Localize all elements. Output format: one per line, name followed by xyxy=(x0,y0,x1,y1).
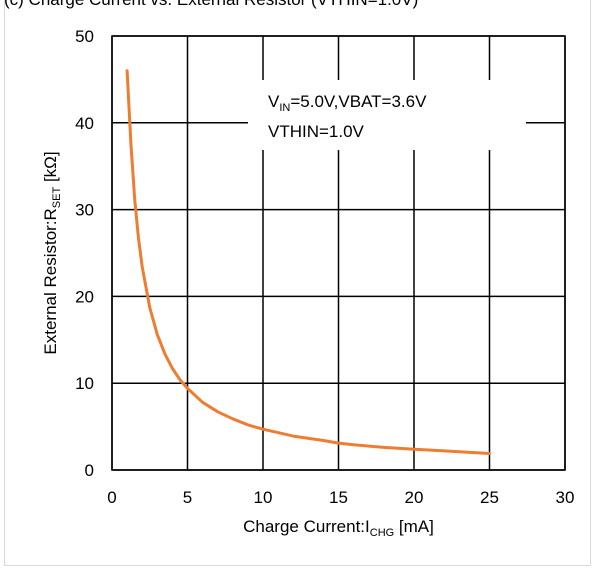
plot-area xyxy=(111,35,566,471)
x-tick-label: 15 xyxy=(329,488,348,507)
annotation: VIN=5.0V,VBAT=3.6V VTHIN=1.0V xyxy=(248,80,526,150)
annotation-line-2: VTHIN=1.0V xyxy=(268,122,365,141)
x-tick-label: 10 xyxy=(254,488,273,507)
annotation-line-1: VIN=5.0V,VBAT=3.6V xyxy=(268,92,427,114)
y-tick-label: 10 xyxy=(75,374,94,393)
figure-caption-fragment: (c) Charge Current vs. External Resistor… xyxy=(4,0,591,12)
x-tick-label: 20 xyxy=(405,488,424,507)
chart-frame xyxy=(4,0,591,566)
y-tick-label: 40 xyxy=(75,114,94,133)
series-line xyxy=(125,69,491,455)
x-tick-label: 0 xyxy=(107,488,116,507)
y-tick-label: 20 xyxy=(75,287,94,306)
x-axis-label: Charge Current:ICHG [mA] xyxy=(243,517,434,539)
x-tick-label: 30 xyxy=(556,488,575,507)
x-tick-labels: 0 5 10 15 20 25 30 xyxy=(107,488,574,507)
y-tick-label: 0 xyxy=(85,461,94,480)
y-tick-label: 50 xyxy=(75,27,94,46)
x-tick-label: 25 xyxy=(480,488,499,507)
y-axis-label: External Resistor:RSET [kΩ] xyxy=(41,151,63,354)
y-tick-labels: 0 10 20 30 40 50 xyxy=(75,27,94,480)
x-tick-label: 5 xyxy=(183,488,192,507)
y-tick-label: 30 xyxy=(75,201,94,220)
annotation-background xyxy=(248,80,526,150)
